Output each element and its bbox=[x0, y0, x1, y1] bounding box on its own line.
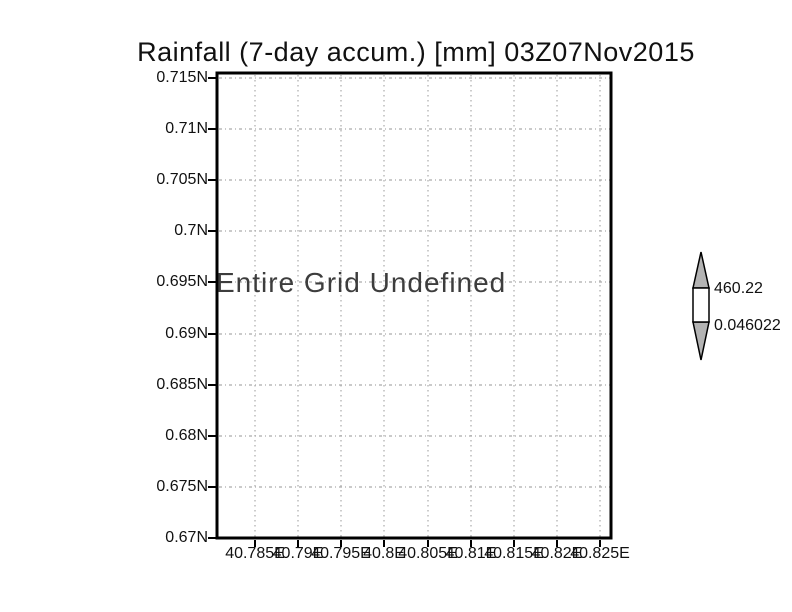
colorbar bbox=[692, 251, 710, 361]
vertical-gridlines bbox=[254, 75, 601, 537]
y-axis-label: 0.685N bbox=[156, 376, 208, 393]
undefined-grid-message: Entire Grid Undefined bbox=[216, 267, 507, 298]
colorbar-max-label: 460.22 bbox=[714, 280, 763, 297]
colorbar-value-box bbox=[692, 287, 710, 323]
colorbar-up-arrow-icon bbox=[692, 251, 710, 289]
y-axis-label: 0.69N bbox=[165, 325, 208, 342]
chart-title: Rainfall (7-day accum.) [mm] 03Z07Nov201… bbox=[137, 37, 695, 67]
x-axis-label: 40.8E bbox=[363, 545, 405, 562]
y-axis-label: 0.705N bbox=[156, 171, 208, 188]
x-axis-ticks bbox=[254, 540, 601, 547]
x-axis-label: 40.825E bbox=[570, 545, 630, 562]
plot-frame bbox=[215, 71, 613, 540]
x-axis-label: 40.785E bbox=[225, 545, 285, 562]
x-axis-label: 40.815E bbox=[484, 545, 544, 562]
y-axis-label: 0.675N bbox=[156, 478, 208, 495]
y-axis-label: 0.68N bbox=[165, 427, 208, 444]
colorbar-min-label: 0.046022 bbox=[714, 317, 781, 334]
x-axis-label: 40.79E bbox=[272, 545, 324, 562]
x-axis-label: 40.82E bbox=[531, 545, 583, 562]
y-axis-label: 0.695N bbox=[156, 273, 208, 290]
y-axis-label: 0.715N bbox=[156, 69, 208, 86]
x-axis-label: 40.795E bbox=[311, 545, 371, 562]
y-axis-label: 0.7N bbox=[174, 222, 208, 239]
y-axis-label: 0.71N bbox=[165, 120, 208, 137]
x-axis-label: 40.805E bbox=[398, 545, 458, 562]
x-axis-label: 40.81E bbox=[445, 545, 497, 562]
y-axis-label: 0.67N bbox=[165, 529, 208, 546]
colorbar-down-arrow-icon bbox=[692, 321, 710, 361]
y-axis-ticks bbox=[208, 77, 216, 539]
